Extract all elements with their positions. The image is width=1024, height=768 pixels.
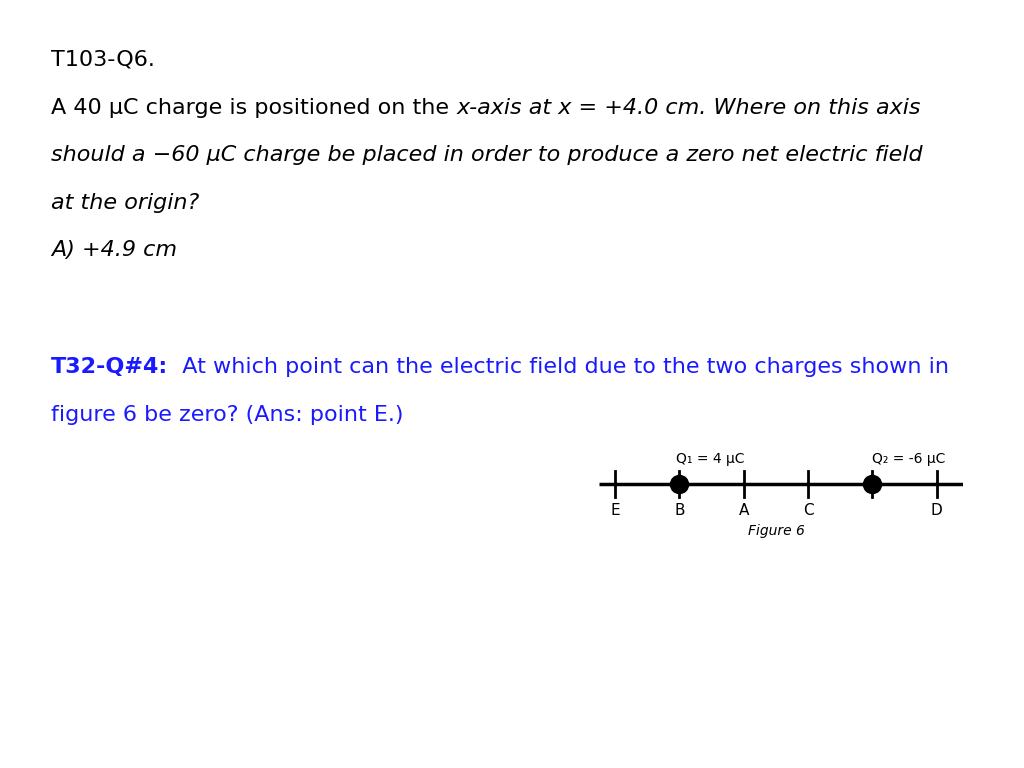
Text: A: A (738, 503, 749, 518)
Text: T32-Q#4:: T32-Q#4: (51, 357, 169, 377)
Text: T103-Q6.: T103-Q6. (51, 50, 155, 70)
Text: E: E (610, 503, 620, 518)
Text: at the origin?: at the origin? (51, 193, 200, 213)
Text: x-axis at x = +4.0 cm. Where on this axis: x-axis at x = +4.0 cm. Where on this axi… (457, 98, 921, 118)
Text: B: B (674, 503, 685, 518)
Text: At which point can the electric field due to the two charges shown in: At which point can the electric field du… (169, 357, 949, 377)
Text: A 40 μC charge is positioned on the: A 40 μC charge is positioned on the (51, 98, 457, 118)
Text: D: D (931, 503, 943, 518)
Text: Q₁ = 4 μC: Q₁ = 4 μC (676, 452, 744, 466)
Text: figure 6 be zero? (Ans: point E.): figure 6 be zero? (Ans: point E.) (51, 405, 403, 425)
Text: A) +4.9 cm: A) +4.9 cm (51, 240, 177, 260)
Text: C: C (803, 503, 813, 518)
Text: should a −60 μC charge be placed in order to produce a zero net electric field: should a −60 μC charge be placed in orde… (51, 145, 923, 165)
Text: Figure 6: Figure 6 (748, 525, 805, 538)
Text: Q₂ = -6 μC: Q₂ = -6 μC (872, 452, 946, 466)
